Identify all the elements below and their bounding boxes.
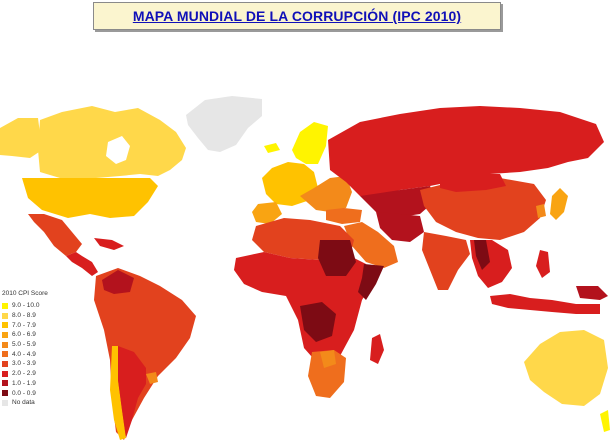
- page-title: MAPA MUNDIAL DE LA CORRUPCIÓN (IPC 2010): [132, 8, 462, 24]
- legend-swatch: [2, 360, 8, 367]
- legend-item: 9.0 - 10.0: [2, 301, 82, 311]
- region-usa: [22, 178, 158, 218]
- region-australia: [524, 330, 608, 406]
- region-madagascar: [370, 334, 384, 364]
- legend-label: 6.0 - 6.9: [12, 331, 36, 339]
- legend-item: 2.0 - 2.9: [2, 369, 82, 379]
- region-china: [420, 178, 546, 240]
- legend-item: 5.0 - 5.9: [2, 340, 82, 350]
- legend-item: 1.0 - 1.9: [2, 379, 82, 389]
- region-sudan: [318, 240, 356, 276]
- region-korea: [536, 204, 546, 218]
- region-japan: [550, 188, 568, 220]
- title-box: MAPA MUNDIAL DE LA CORRUPCIÓN (IPC 2010): [93, 2, 501, 30]
- region-south-america: [94, 268, 196, 440]
- region-india: [422, 232, 470, 290]
- region-iberia: [252, 202, 282, 224]
- region-venezuela: [102, 270, 134, 294]
- legend: 2010 CPI Score 9.0 - 10.0 8.0 - 8.9 7.0 …: [2, 290, 82, 408]
- legend-item: No data: [2, 398, 82, 408]
- legend-label: 8.0 - 8.9: [12, 312, 36, 320]
- legend-swatch: [2, 322, 8, 329]
- region-papua-new-guinea: [576, 286, 608, 300]
- legend-label: 7.0 - 7.9: [12, 321, 36, 329]
- region-scandinavia: [292, 122, 328, 164]
- region-botswana: [320, 350, 336, 368]
- legend-swatch: [2, 399, 8, 406]
- legend-item: 0.0 - 0.9: [2, 388, 82, 398]
- region-caribbean: [94, 238, 124, 250]
- region-iran-afghanistan: [376, 212, 424, 242]
- legend-swatch: [2, 380, 8, 387]
- region-middle-east: [344, 222, 398, 268]
- region-southern-africa: [308, 350, 346, 398]
- legend-swatch: [2, 341, 8, 348]
- legend-label: 9.0 - 10.0: [12, 302, 40, 310]
- legend-item: 6.0 - 6.9: [2, 330, 82, 340]
- region-central-america: [66, 252, 98, 276]
- region-mexico: [28, 214, 82, 256]
- region-dr-congo: [300, 302, 336, 342]
- region-hudson-bay: [106, 136, 130, 164]
- legend-label: 4.0 - 4.9: [12, 350, 36, 358]
- region-philippines: [536, 250, 550, 278]
- region-uruguay: [146, 372, 158, 384]
- legend-swatch: [2, 351, 8, 358]
- legend-item: 3.0 - 3.9: [2, 359, 82, 369]
- legend-item: 7.0 - 7.9: [2, 320, 82, 330]
- legend-swatch: [2, 370, 8, 377]
- region-turkey: [326, 208, 362, 224]
- region-indonesia: [490, 294, 600, 314]
- legend-label: 1.0 - 1.9: [12, 379, 36, 387]
- legend-swatch: [2, 390, 8, 397]
- legend-swatch: [2, 302, 8, 309]
- region-somalia: [358, 264, 384, 300]
- legend-label: 5.0 - 5.9: [12, 341, 36, 349]
- region-new-zealand: [600, 410, 610, 432]
- region-eastern-europe: [300, 176, 352, 212]
- legend-label: 3.0 - 3.9: [12, 360, 36, 368]
- region-central-asia: [360, 186, 436, 218]
- legend-swatch: [2, 331, 8, 338]
- legend-label: 2.0 - 2.9: [12, 370, 36, 378]
- region-myanmar: [474, 240, 490, 270]
- legend-label: No data: [12, 399, 35, 407]
- region-russia: [328, 106, 604, 196]
- legend-swatch: [2, 312, 8, 319]
- region-alaska: [0, 118, 42, 158]
- region-chile: [110, 346, 126, 440]
- legend-item: 4.0 - 4.9: [2, 349, 82, 359]
- region-greenland: [186, 96, 262, 152]
- region-iceland: [264, 143, 280, 153]
- legend-item: 8.0 - 8.9: [2, 311, 82, 321]
- region-argentina: [118, 346, 146, 438]
- legend-title: 2010 CPI Score: [2, 290, 48, 297]
- legend-label: 0.0 - 0.9: [12, 389, 36, 397]
- region-mongolia: [440, 174, 506, 192]
